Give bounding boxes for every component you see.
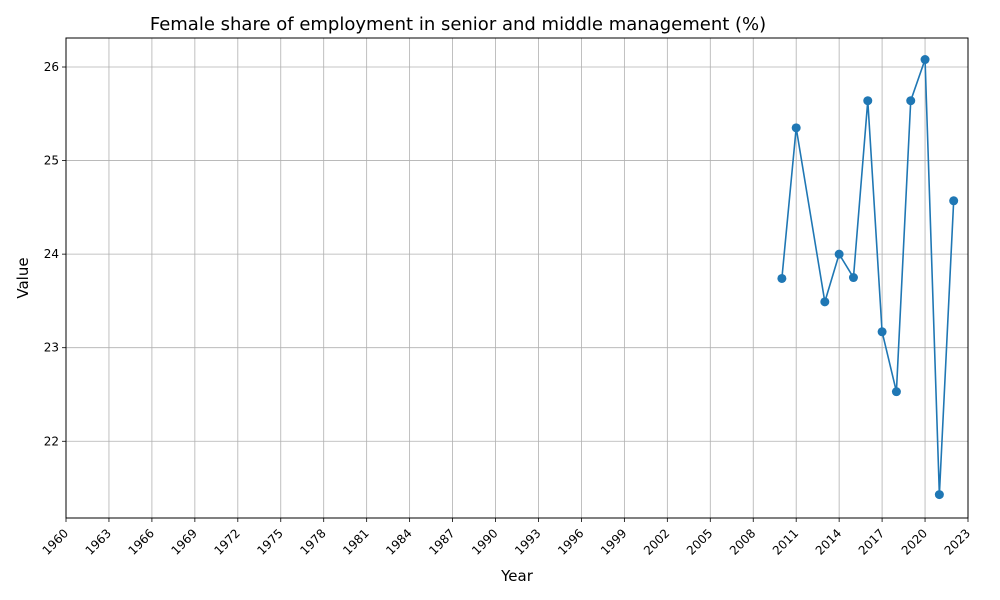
- x-tick-label: 1987: [426, 526, 457, 557]
- plot-frame: [65, 37, 969, 519]
- x-tick-label: 1978: [297, 526, 328, 557]
- data-point: [906, 96, 916, 106]
- chart-title: Female share of employment in senior and…: [150, 14, 766, 35]
- data-point: [820, 297, 830, 307]
- data-point: [848, 273, 858, 283]
- data-point: [891, 387, 901, 397]
- y-tick-label: 24: [44, 247, 59, 261]
- grid-lines: [65, 38, 969, 518]
- x-tick-label: 1963: [83, 526, 114, 557]
- y-tick-label: 23: [44, 341, 59, 355]
- x-tick-label: 1975: [254, 526, 285, 557]
- x-tick-label: 1981: [340, 526, 371, 557]
- x-tick-label: 2005: [684, 526, 715, 557]
- x-tick-label: 2002: [641, 526, 672, 557]
- x-tick-label: 2011: [770, 526, 801, 557]
- data-point: [934, 490, 944, 500]
- x-tick-label: 1990: [469, 526, 500, 557]
- y-axis: 22 23 24 25 26: [44, 60, 66, 448]
- x-axis: 1960 1963 1966 1969 1972 1975 1978 1981 1984 1987…: [40, 518, 973, 558]
- x-tick-label: 1972: [211, 526, 242, 557]
- series-layer: [777, 55, 959, 500]
- x-tick-label: 1993: [512, 526, 543, 557]
- data-point: [863, 96, 873, 106]
- x-tick-label: 1999: [598, 526, 629, 557]
- x-axis-title: Year: [500, 567, 534, 585]
- x-tick-label: 2020: [899, 526, 930, 557]
- x-tick-label: 2023: [942, 526, 973, 557]
- series-line: [781, 58, 955, 496]
- data-point: [877, 327, 887, 337]
- y-tick-label: 26: [44, 60, 59, 74]
- y-tick-label: 25: [44, 154, 59, 168]
- data-point: [949, 196, 959, 206]
- data-point: [834, 249, 844, 259]
- x-tick-label: 1966: [126, 526, 157, 557]
- x-tick-label: 1969: [168, 526, 199, 557]
- y-axis-title: Value: [14, 257, 32, 298]
- data-point: [791, 123, 801, 133]
- x-tick-label: 1984: [383, 526, 414, 557]
- data-point: [777, 273, 787, 283]
- x-tick-label: 1996: [555, 526, 586, 557]
- data-point: [920, 55, 930, 65]
- x-tick-label: 2017: [856, 526, 887, 557]
- x-tick-label: 2008: [727, 526, 758, 557]
- x-tick-label: 1960: [40, 526, 71, 557]
- y-tick-label: 22: [44, 434, 59, 448]
- x-tick-label: 2014: [813, 526, 844, 557]
